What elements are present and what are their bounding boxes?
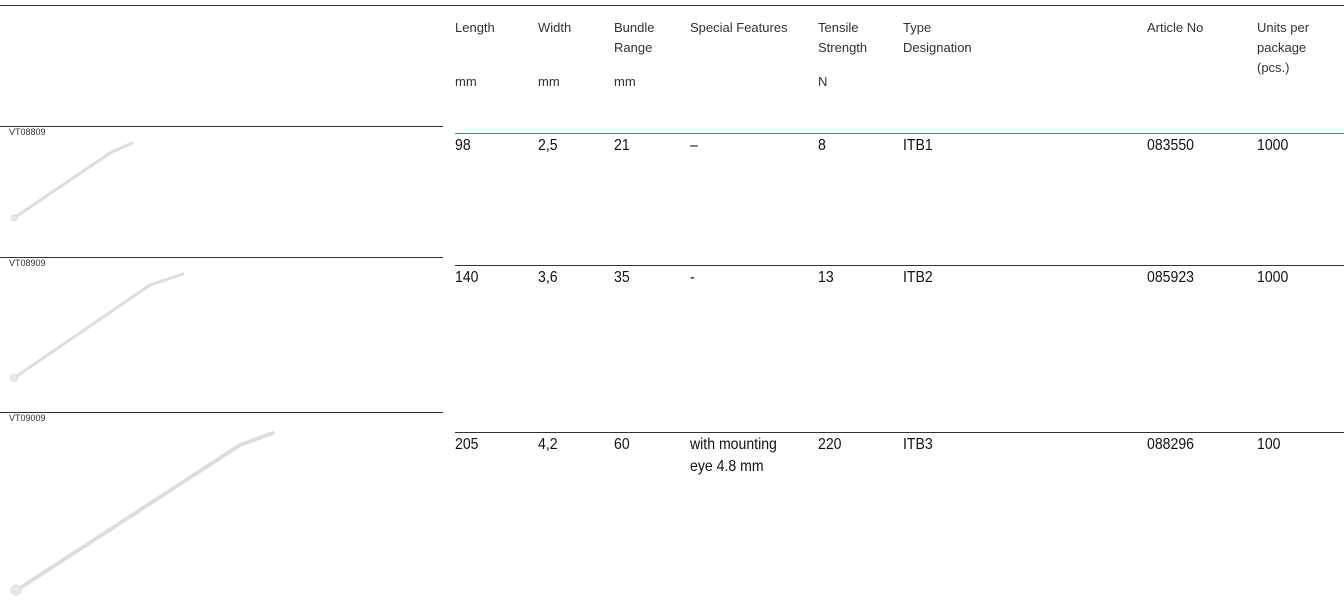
table-cell: 21 bbox=[614, 137, 630, 154]
cable-tie bbox=[10, 141, 275, 596]
table-cell: 13 bbox=[818, 269, 834, 286]
table-cell: 205 bbox=[455, 436, 479, 453]
table-cell: 085923 bbox=[1147, 269, 1194, 286]
column-header: Units per bbox=[1257, 20, 1310, 35]
table-cell: ITB3 bbox=[903, 436, 933, 453]
image-rule bbox=[0, 412, 443, 413]
product-images bbox=[10, 141, 275, 596]
table-cell: - bbox=[690, 269, 695, 286]
column-header: Type bbox=[903, 20, 932, 35]
column-header: (pcs.) bbox=[1257, 60, 1290, 75]
image-code: VT08809 bbox=[9, 127, 46, 137]
table-cell: ITB2 bbox=[903, 269, 933, 286]
column-unit: mm bbox=[614, 74, 636, 89]
image-code: VT08909 bbox=[9, 258, 46, 268]
table-cell: 083550 bbox=[1147, 137, 1194, 154]
image-rule bbox=[0, 257, 443, 258]
column-header: Length bbox=[455, 20, 495, 35]
column-header: Range bbox=[614, 40, 653, 55]
table-cell: 4,2 bbox=[538, 436, 558, 453]
table-cell: 35 bbox=[614, 269, 630, 286]
table-cell: 1000 bbox=[1257, 137, 1289, 154]
table-cell: 98 bbox=[455, 137, 471, 154]
column-header: Designation bbox=[903, 40, 972, 55]
table-cell: 088296 bbox=[1147, 436, 1194, 453]
table-cell: 2,5 bbox=[538, 137, 558, 154]
table-cell: – bbox=[690, 137, 698, 154]
column-header: Special Features bbox=[690, 20, 788, 35]
table-cell: ITB1 bbox=[903, 137, 933, 154]
table-cell: 140 bbox=[455, 269, 479, 286]
table-cell: 8 bbox=[818, 137, 826, 154]
column-unit: mm bbox=[455, 74, 477, 89]
row-rule bbox=[455, 265, 1344, 266]
top-rule bbox=[0, 5, 1344, 6]
column-header: Strength bbox=[818, 40, 868, 55]
row-rule bbox=[455, 432, 1344, 433]
column-header: Tensile bbox=[818, 20, 859, 35]
image-rule bbox=[0, 126, 443, 127]
column-header: package bbox=[1257, 40, 1307, 55]
column-header: Article No bbox=[1147, 20, 1204, 35]
table-cell: 3,6 bbox=[538, 269, 558, 286]
column-header: Width bbox=[538, 20, 572, 35]
column-header: Bundle bbox=[614, 20, 655, 35]
table-cell: 220 bbox=[818, 436, 842, 453]
image-code: VT09009 bbox=[9, 413, 46, 423]
table-cell: 60 bbox=[614, 436, 630, 453]
column-unit: N bbox=[818, 74, 828, 89]
table-cell: 100 bbox=[1257, 436, 1281, 453]
table-cell: with mounting eye 4.8 mm bbox=[690, 436, 777, 475]
header-rule bbox=[455, 133, 1344, 134]
table-cell: 1000 bbox=[1257, 269, 1289, 286]
column-unit: mm bbox=[538, 74, 560, 89]
